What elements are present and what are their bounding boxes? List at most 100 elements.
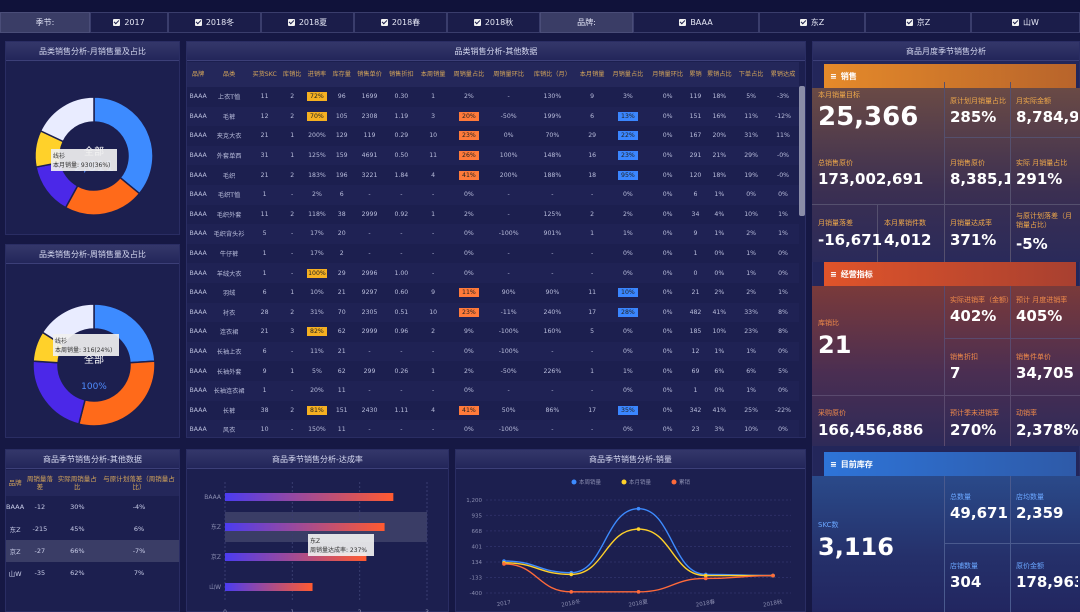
table-cell: 96 xyxy=(337,93,346,101)
column-header[interactable]: 下单占比 xyxy=(735,62,768,87)
column-header[interactable]: 累销达成 xyxy=(767,62,799,87)
column-header[interactable]: 进销率 xyxy=(304,62,330,87)
table-cell: 1.84 xyxy=(394,171,409,179)
table-cell: 23% xyxy=(744,328,758,336)
table-row[interactable]: BAAA 长裤 38 2 81% 151 2430 1.11 4 41% 50% 86% 17 35% 0%… xyxy=(187,401,799,421)
column-header[interactable]: 销售单价 xyxy=(353,62,386,87)
checkbox-icon[interactable] xyxy=(287,19,295,26)
table-cell: -0% xyxy=(776,171,790,179)
table-cell: 长袖外套 xyxy=(216,368,242,376)
table-cell: 38 xyxy=(260,406,269,414)
column-header[interactable]: 周销量占比 xyxy=(449,62,489,87)
column-header[interactable]: 周销量环比 xyxy=(488,62,529,87)
table-row[interactable]: BAAA 毛织外套 11 2 118% 38 2999 0.92 1 2% - 125% 2 2% 0% 34… xyxy=(187,205,799,225)
table-cell: 10% xyxy=(735,420,768,437)
table-row[interactable]: 东Z -215 45% 6% xyxy=(6,518,179,540)
category-table-wrap[interactable]: 品牌 品类 买货SKC 库销比 进销率 库存量 销售单价 销售折扣 本周销量 周销量占比 周销量环比… xyxy=(187,62,799,437)
table-cell: 2996 xyxy=(353,263,386,283)
table-cell: 0.26 xyxy=(394,367,409,375)
checkbox-icon[interactable] xyxy=(380,19,388,26)
table-cell: 1 xyxy=(290,289,295,297)
table-cell: 0% xyxy=(449,341,489,362)
checkbox-icon[interactable] xyxy=(194,19,202,26)
table-row[interactable]: 京Z -27 66% -7% xyxy=(6,540,179,562)
data-point xyxy=(636,590,641,594)
table-cell: 482 xyxy=(687,302,704,323)
table-row[interactable]: BAAA 羊绒大衣 1-100% 29 2996 1.00-0% - - -0% 0% 0 0% 1% 0… xyxy=(187,263,799,283)
checkbox-icon[interactable] xyxy=(679,19,687,26)
brand-option-jz[interactable]: 京Z xyxy=(865,12,971,33)
column-header[interactable]: 库存量 xyxy=(329,62,354,87)
season-option-2018s[interactable]: 2018夏 xyxy=(261,12,354,33)
table-row[interactable]: BAAA 长袖上衣 6-11% 21- - -0% -100% - -0% 0% 12 1% 1% 0% xyxy=(187,341,799,362)
column-header[interactable]: 品牌 xyxy=(187,62,210,87)
column-header[interactable]: 月销量环比 xyxy=(647,62,688,87)
checkbox-icon[interactable] xyxy=(113,19,121,26)
table-row[interactable]: BAAA 毛织T恤 1-2% 6- - -0% - - -0% 0% 6 1% 0% 0% xyxy=(187,184,799,205)
column-header[interactable]: 月销量占比 xyxy=(608,62,648,87)
table-row[interactable]: 山W -35 62% 7% xyxy=(6,562,179,584)
column-header[interactable]: 库销比 xyxy=(280,62,305,87)
column-header[interactable]: 与原计划落差（周销量占比） xyxy=(99,470,179,496)
brand-option-baaa[interactable]: BAAA xyxy=(633,12,759,33)
table-cell: 牛仔裤 xyxy=(219,251,239,259)
checkbox-icon[interactable] xyxy=(799,19,807,26)
table-cell: 129 xyxy=(335,132,348,140)
column-header[interactable]: 累销 xyxy=(687,62,704,87)
table-row[interactable]: BAAA 风衣 10-150% 11- - -0% -100% - -0% 0% 23 3% 10% 0% xyxy=(187,420,799,437)
category-label: 山W xyxy=(209,583,221,591)
column-header[interactable]: 累销占比 xyxy=(703,62,736,87)
table-cell: -0% xyxy=(767,145,799,166)
table-cell: 18% xyxy=(712,171,727,179)
table-cell: 41% xyxy=(712,406,727,414)
table-row[interactable]: BAAA 长袖连衣裙 1-20% 11- - -0% - - -0% 0% 1 0% 1% 0% xyxy=(187,380,799,401)
brand-option-sw[interactable]: 山W xyxy=(971,12,1080,33)
column-header[interactable]: 销售折扣 xyxy=(385,62,418,87)
season-option-2018a[interactable]: 2018秋 xyxy=(447,12,540,33)
table-cell: 2% xyxy=(622,210,633,218)
kpi-value: 371% xyxy=(950,231,997,249)
table-row[interactable]: BAAA 牛仔裤 1 - 17% 2 - - - 0% - - - 0% 0% 1 0% 1% 0% xyxy=(187,244,799,264)
column-header[interactable]: 品牌 xyxy=(6,470,25,496)
season-option-2017[interactable]: 2017 xyxy=(90,12,168,33)
table-row[interactable]: BAAA 毛织背头衫 5-17% 20- - -0% -100% 901% 1 1% 0% 9 1% 2%… xyxy=(187,224,799,244)
table-row[interactable]: BAAA 长袖外套 9 1 5% 62 299 0.26 1 2% -50% 226% 1 1% 0% 69 6… xyxy=(187,361,799,381)
column-header[interactable]: 实际周销量占比 xyxy=(55,470,100,496)
table-row[interactable]: BAAA -12 30% -4% xyxy=(6,496,179,518)
stock-section xyxy=(812,476,1080,612)
table-scrollbar[interactable] xyxy=(799,86,805,216)
table-row[interactable]: BAAA 毛裤 12 2 70% 105 2308 1.19 3 20% -50% 199% 6 13% 0… xyxy=(187,106,799,127)
column-header[interactable]: 周销量落差 xyxy=(24,470,56,496)
column-header[interactable]: 本周销量 xyxy=(417,62,450,87)
season-option-2018sp[interactable]: 2018春 xyxy=(354,12,447,33)
table-cell: - xyxy=(353,420,386,437)
table-cell: 1 xyxy=(431,93,436,101)
achievement-bar-chart: 0 1 2 3 BAAA 东Z 京Z 山W xyxy=(204,482,429,612)
legend-marker xyxy=(571,479,577,485)
column-header[interactable]: 品类 xyxy=(209,62,249,87)
checkbox-icon[interactable] xyxy=(1012,19,1020,26)
data-point xyxy=(569,572,574,577)
table-cell: 0% xyxy=(449,224,489,244)
column-header[interactable]: 库销比（月） xyxy=(528,62,577,87)
table-cell: - xyxy=(507,210,510,218)
table-cell: 6 xyxy=(687,184,704,205)
kpi-value: 21 xyxy=(818,331,852,359)
table-row[interactable]: BAAA 衬衣 28 2 31% 70 2305 0.51 10 23% -11% 240% 17 28%… xyxy=(187,302,799,323)
table-cell: 70% xyxy=(304,106,330,127)
brand-option-dz[interactable]: 东Z xyxy=(759,12,865,33)
column-header[interactable]: 买货SKC xyxy=(248,62,281,87)
column-header[interactable]: 本月销量 xyxy=(576,62,609,87)
table-row[interactable]: BAAA 羽绒 6 1 10% 21 9297 0.60 9 11% 90% 90% 11 10% 0% 21… xyxy=(187,283,799,303)
checkbox-icon[interactable] xyxy=(473,19,481,26)
table-row[interactable]: BAAA 连衣裙 21 3 82% 62 2999 0.96 2 9% -100% 160% 5 0% 0%… xyxy=(187,322,799,342)
table-cell: 159 xyxy=(329,145,354,166)
season-option-2018w[interactable]: 2018冬 xyxy=(168,12,261,33)
table-row[interactable]: BAAA 毛织 21 2 183% 196 3221 1.84 4 41% 200% 188% 18 95… xyxy=(187,165,799,185)
checkbox-icon[interactable] xyxy=(905,19,913,26)
list-icon: ≡ xyxy=(830,459,837,469)
table-cell: 0.29 xyxy=(394,132,409,140)
table-row[interactable]: BAAA 夹克大衣 21 1 200% 129 119 0.29 10 23% 0% 70% 29 22%… xyxy=(187,126,799,146)
table-row[interactable]: BAAA 上衣T恤 11 2 72% 96 1699 0.30 1 2% - 130% 9 3% 0% 119… xyxy=(187,87,799,107)
table-row[interactable]: BAAA 外套单西 31 1 125% 159 4691 0.50 11 26% 100% 148% 1… xyxy=(187,145,799,166)
